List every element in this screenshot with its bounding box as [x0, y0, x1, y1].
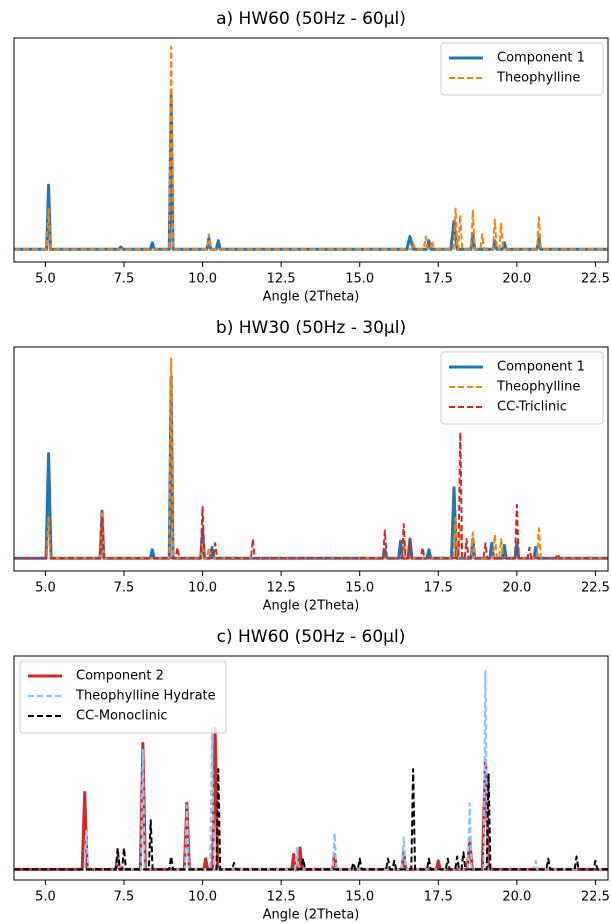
x-axis-label: Angle (2Theta) [263, 290, 360, 305]
legend-label: Theophylline [496, 71, 580, 86]
x-tick-label: 10.0 [188, 581, 217, 596]
x-tick-label: 17.5 [424, 272, 453, 287]
legend-label: Component 2 [76, 669, 164, 684]
x-tick-label: 10.0 [188, 272, 217, 287]
legend-label: Component 1 [497, 360, 585, 375]
legend-label: Component 1 [497, 51, 585, 66]
legend-label: Theophylline Hydrate [75, 689, 216, 704]
x-tick-label: 12.5 [267, 581, 296, 596]
x-tick-label: 12.5 [267, 272, 296, 287]
series-line [14, 431, 608, 560]
x-tick-label: 5.0 [35, 581, 56, 596]
x-tick-label: 15.0 [345, 272, 374, 287]
chart-title: a) HW60 (50Hz - 60µl) [216, 9, 406, 29]
x-tick-label: 12.5 [267, 890, 296, 905]
chart-title: c) HW60 (50Hz - 60µl) [217, 627, 406, 647]
plot-frame [13, 655, 609, 881]
series-line [14, 94, 608, 251]
legend-label: Theophylline [496, 380, 580, 395]
x-tick-label: 20.0 [502, 272, 531, 287]
series-line [14, 768, 608, 871]
x-tick-label: 15.0 [345, 581, 374, 596]
series-line [14, 45, 608, 251]
plot-frame [13, 346, 609, 572]
legend-label: CC-Triclinic [497, 400, 567, 415]
x-tick-label: 10.0 [188, 890, 217, 905]
x-tick-label: 7.5 [114, 272, 135, 287]
plot-area [14, 356, 608, 560]
x-tick-label: 17.5 [424, 890, 453, 905]
series-line [14, 727, 608, 871]
x-tick-label: 15.0 [345, 890, 374, 905]
x-tick-label: 17.5 [424, 581, 453, 596]
x-tick-label: 22.5 [581, 581, 610, 596]
plot-frame [13, 37, 609, 263]
x-axis-label: Angle (2Theta) [263, 908, 360, 923]
plot-area [14, 669, 608, 871]
legend-box [440, 42, 604, 96]
legend-label: CC-Monoclinic [76, 709, 168, 724]
legend-box [19, 660, 227, 734]
x-axis-label: Angle (2Theta) [263, 599, 360, 614]
chart-title: b) HW30 (50Hz - 30µl) [216, 318, 406, 338]
x-tick-label: 22.5 [581, 890, 610, 905]
plot-area [14, 45, 608, 251]
x-tick-label: 5.0 [35, 890, 56, 905]
x-tick-label: 20.0 [502, 581, 531, 596]
x-tick-label: 20.0 [502, 890, 531, 905]
x-tick-label: 7.5 [114, 890, 135, 905]
x-tick-label: 5.0 [35, 272, 56, 287]
series-line [14, 669, 608, 871]
x-tick-label: 7.5 [114, 581, 135, 596]
x-tick-label: 22.5 [581, 272, 610, 287]
